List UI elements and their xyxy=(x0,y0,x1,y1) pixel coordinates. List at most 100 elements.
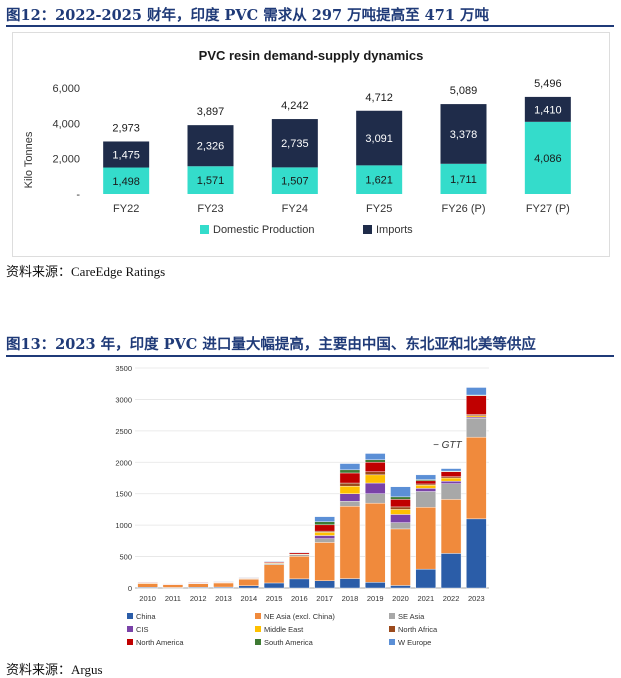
bar-segment-ne-asia-excl-china xyxy=(339,506,361,579)
imports-value-label: 2,326 xyxy=(197,141,225,153)
figure-13-source: 资料来源：Argus xyxy=(6,662,103,677)
domestic-bar xyxy=(103,167,150,194)
bar-segment-se-asia xyxy=(440,483,462,500)
domestic-value-label: 1,621 xyxy=(365,175,393,187)
legend-swatch-north-africa xyxy=(389,626,395,632)
bar-segment-w-europe xyxy=(415,474,436,480)
bar-segment-ne-asia-excl-china xyxy=(162,584,184,588)
bar-segment-ne-asia-excl-china xyxy=(263,564,285,584)
bar-segment-cis xyxy=(415,488,436,492)
domestic-value-label: 1,498 xyxy=(112,176,140,188)
bar-segment-south-america xyxy=(314,521,335,526)
caption-underline xyxy=(6,355,614,357)
bar-segment-w-europe xyxy=(390,486,411,498)
bar-segment-north-america xyxy=(365,462,386,472)
bar-segment-ne-asia-excl-china xyxy=(390,528,411,586)
x-tick-label: 2011 xyxy=(165,594,181,603)
x-tick-label: 2022 xyxy=(443,594,460,603)
x-tick-label: FY27 (P) xyxy=(526,203,570,215)
bar-segment-se-asia xyxy=(390,522,411,530)
legend-label-imports: Imports xyxy=(376,224,413,236)
bar-segment-cis xyxy=(365,482,386,494)
domestic-value-label: 1,571 xyxy=(197,175,225,187)
bar-segment-north-america xyxy=(415,480,436,485)
legend-swatch-middle-east xyxy=(255,626,261,632)
bar-segment-se-asia xyxy=(314,538,335,543)
bar-segment-se-asia xyxy=(339,501,361,507)
legend-swatch-cis xyxy=(127,626,133,632)
bar-segment-cis xyxy=(390,514,411,523)
bar-segment-cis xyxy=(440,480,462,484)
legend-swatch-imports xyxy=(363,225,372,234)
x-tick-label: FY22 xyxy=(113,203,139,215)
domestic-value-label: 1,711 xyxy=(450,174,477,186)
x-tick-label: 2013 xyxy=(215,594,232,603)
legend-swatch-se-asia xyxy=(389,613,395,619)
y-tick-label: 4,000 xyxy=(52,118,80,130)
legend-label-middle-east: Middle East xyxy=(264,625,304,634)
total-value-label: 5,496 xyxy=(534,78,562,90)
demand-supply-chart: PVC resin demand-supply dynamics Kilo To… xyxy=(12,32,610,257)
bar-segment-north-africa xyxy=(339,482,361,487)
bar-segment-china xyxy=(390,585,411,589)
bar-segment-w-europe xyxy=(263,561,285,563)
bar-segment-middle-east xyxy=(415,485,436,489)
figure-12-source: 资料来源：CareEdge Ratings xyxy=(6,264,166,279)
bar-segment-ne-asia-excl-china xyxy=(314,542,335,581)
bar-segment-china xyxy=(415,568,436,589)
legend-label-cis: CIS xyxy=(136,625,149,634)
imports-bar xyxy=(356,110,403,166)
imports-bar xyxy=(271,119,318,168)
imports-value-label: 1,410 xyxy=(534,104,562,116)
bar-segment-se-asia xyxy=(289,554,310,557)
imports-bar xyxy=(524,96,571,122)
y-axis-label: Kilo Tonnes xyxy=(23,131,35,188)
imports-value-label: 1,475 xyxy=(112,150,140,162)
x-tick-label: 2016 xyxy=(291,594,308,603)
bar-segment-north-america xyxy=(440,471,462,477)
domestic-value-label: 1,507 xyxy=(281,176,309,188)
imports-bar xyxy=(440,104,487,164)
bar-segment-se-asia xyxy=(466,418,487,438)
bar-segment-ne-asia-excl-china xyxy=(289,556,310,580)
total-value-label: 4,712 xyxy=(365,92,393,104)
imports-value-label: 3,378 xyxy=(450,129,478,141)
legend-label-north-africa: North Africa xyxy=(398,625,438,634)
bar-segment-south-america xyxy=(339,469,361,474)
legend-swatch-north-america xyxy=(127,639,133,645)
legend-swatch-ne-asia-excl-china xyxy=(255,613,261,619)
y-tick-label: 1000 xyxy=(115,521,132,530)
y-tick-label: 3000 xyxy=(115,395,132,404)
x-tick-label: 2010 xyxy=(139,594,156,603)
legend-label-china: China xyxy=(136,612,156,621)
y-tick-label: 500 xyxy=(119,553,132,562)
bar-segment-cis xyxy=(339,493,361,502)
bar-segment-cis xyxy=(314,535,335,539)
bar-segment-se-asia xyxy=(415,491,436,508)
bar-segment-w-europe xyxy=(365,453,386,460)
bar-segment-se-asia xyxy=(365,493,386,504)
bar-segment-ne-asia-excl-china xyxy=(440,499,462,554)
y-tick-label: 2500 xyxy=(115,427,132,436)
y-tick-label: - xyxy=(76,189,80,201)
legend-label-south-america: South America xyxy=(264,638,314,647)
bar-segment-w-europe xyxy=(466,387,487,396)
y-tick-label: 1500 xyxy=(115,490,132,499)
imports-bar xyxy=(187,125,234,167)
x-tick-label: 2015 xyxy=(266,594,283,603)
bar-segment-south-america xyxy=(390,496,411,500)
bar-segment-north-america xyxy=(466,395,487,415)
bar-segment-ne-asia-excl-china xyxy=(213,582,234,588)
legend-swatch-domestic xyxy=(200,225,209,234)
x-tick-label: FY23 xyxy=(197,203,223,215)
bar-segment-ne-asia-excl-china xyxy=(365,502,386,583)
x-tick-label: 2018 xyxy=(342,594,359,603)
bar-segment-ne-asia-excl-china xyxy=(415,507,436,570)
bar-segment-china xyxy=(365,582,386,589)
x-tick-label: 2023 xyxy=(468,594,485,603)
figure-13-caption: 图13：2023 年，印度 PVC 进口量大幅提高，主要由中国、东北亚和北美等供… xyxy=(6,336,536,353)
y-tick-label: 0 xyxy=(128,584,132,593)
bar-segment-w-europe xyxy=(339,463,361,471)
y-tick-label: 6,000 xyxy=(52,83,80,95)
bar-segment-ne-asia-excl-china xyxy=(188,583,209,588)
